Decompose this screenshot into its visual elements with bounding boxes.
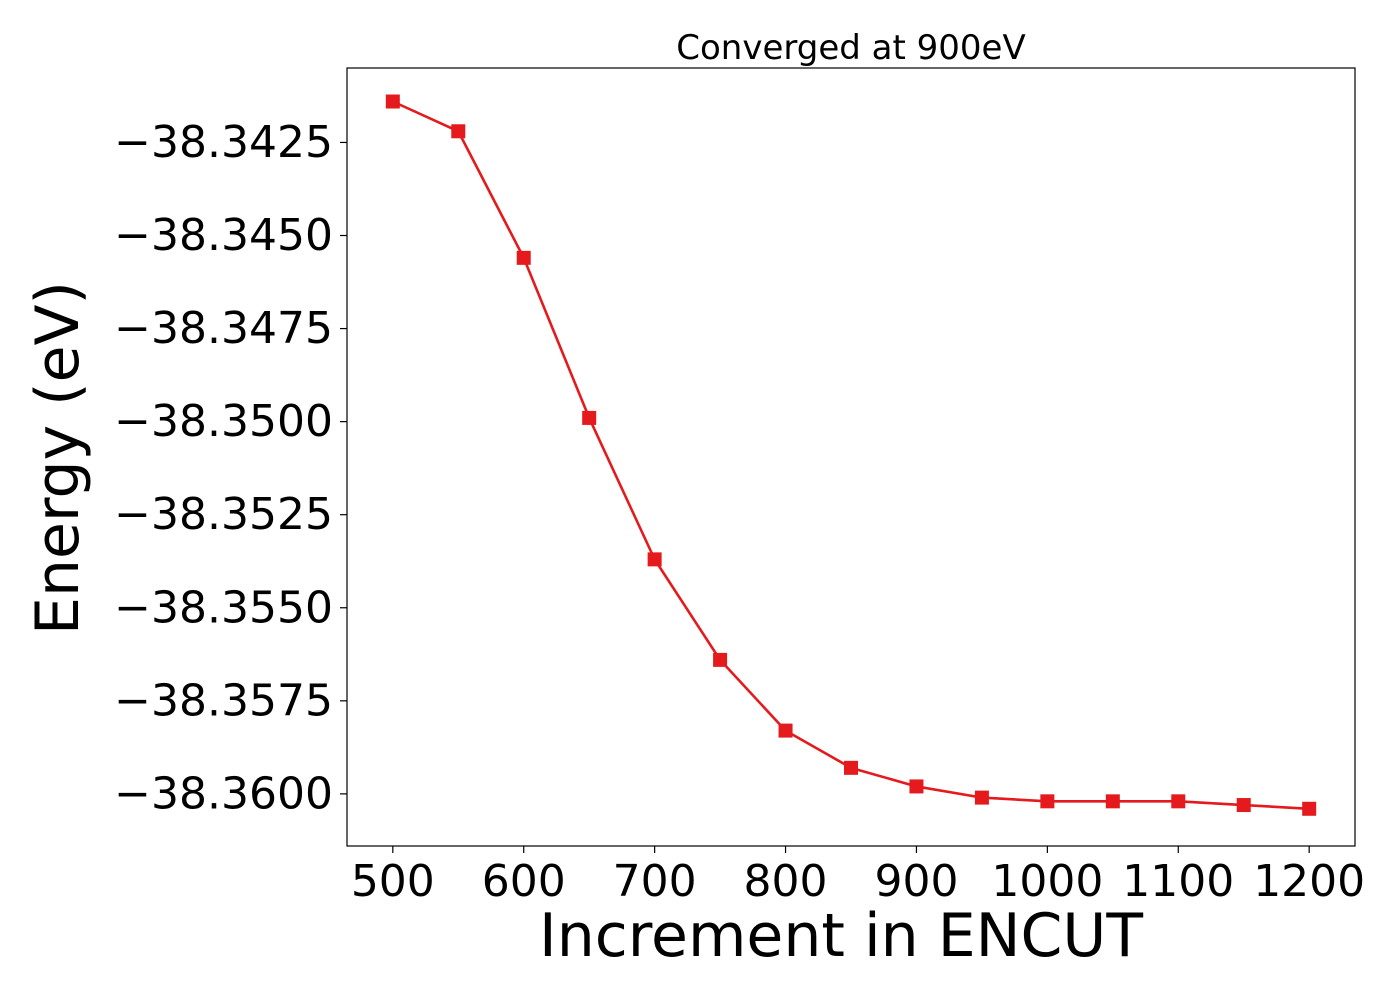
x-tick-label: 1200	[1253, 856, 1365, 907]
x-tick-label: 500	[351, 856, 435, 907]
y-tick-label: −38.3575	[114, 675, 333, 726]
x-tick-label: 600	[482, 856, 566, 907]
y-tick-label: −38.3425	[114, 117, 333, 168]
data-point-marker	[516, 250, 531, 265]
data-point-marker	[1302, 801, 1317, 816]
data-point-marker	[844, 760, 858, 775]
x-tick-label: 800	[744, 856, 828, 907]
y-axis-title: Energy (eV)	[23, 281, 93, 635]
y-axis-ticks: −38.3425 −38.3450 −38.3475 −38.3500 −38.3525…	[114, 117, 347, 819]
data-point-marker	[909, 779, 924, 794]
chart-title: Converged at 900eV	[676, 28, 1025, 68]
data-point-marker	[1171, 794, 1186, 809]
x-axis-title: Increment in ENCUT	[539, 901, 1143, 971]
series-layer	[385, 94, 1317, 816]
x-axis-ticks: 500 600 700 800 900 1000 1100 1200	[351, 846, 1365, 907]
data-point-marker	[647, 552, 662, 567]
data-point-marker	[974, 790, 989, 805]
data-point-marker	[1040, 794, 1055, 809]
data-point-marker	[451, 124, 466, 139]
data-point-marker	[385, 94, 400, 109]
x-tick-label: 700	[613, 856, 697, 907]
data-point-marker	[713, 652, 728, 667]
y-tick-label: −38.3525	[114, 489, 333, 540]
x-tick-label: 1000	[991, 856, 1103, 907]
y-tick-label: −38.3500	[114, 396, 333, 447]
data-point-marker	[778, 723, 793, 738]
data-point-marker	[582, 410, 597, 425]
x-tick-label: 900	[874, 856, 958, 907]
data-point-marker	[1105, 794, 1120, 809]
y-tick-label: −38.3600	[114, 768, 333, 819]
y-tick-label: −38.3450	[114, 210, 333, 261]
plot-frame	[346, 67, 1356, 847]
data-point-marker	[1236, 798, 1251, 813]
y-tick-label: −38.3475	[114, 303, 333, 354]
x-tick-label: 1100	[1122, 856, 1234, 907]
y-tick-label: −38.3550	[114, 582, 333, 633]
